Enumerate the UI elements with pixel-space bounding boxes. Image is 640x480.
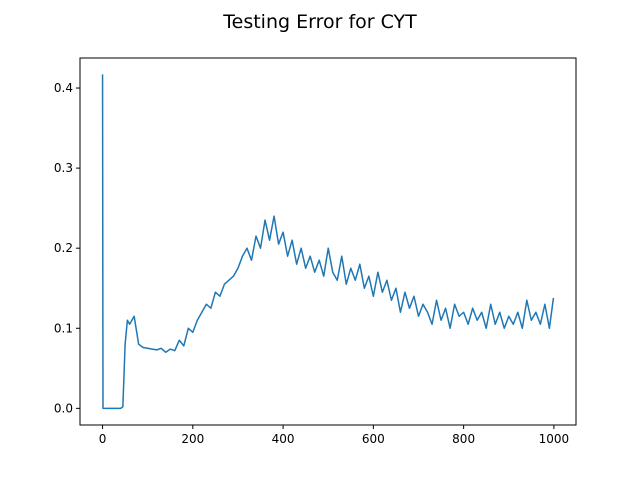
y-tick-label: 0.3 bbox=[54, 161, 73, 175]
x-tick-label: 400 bbox=[272, 432, 295, 446]
y-tick-label: 0.2 bbox=[54, 241, 73, 255]
data-line bbox=[101, 74, 555, 410]
x-tick-label: 200 bbox=[181, 432, 204, 446]
chart-title: Testing Error for CYT bbox=[222, 11, 417, 33]
x-tick-label: 0 bbox=[99, 432, 107, 446]
x-tick-label: 1000 bbox=[539, 432, 570, 446]
y-tick-label: 0.4 bbox=[54, 81, 73, 95]
y-tick-label: 0.1 bbox=[54, 321, 73, 335]
x-tick-label: 600 bbox=[362, 432, 385, 446]
x-tick-label: 800 bbox=[452, 432, 475, 446]
plot-frame bbox=[79, 57, 577, 426]
y-tick-label: 0.0 bbox=[54, 401, 73, 415]
